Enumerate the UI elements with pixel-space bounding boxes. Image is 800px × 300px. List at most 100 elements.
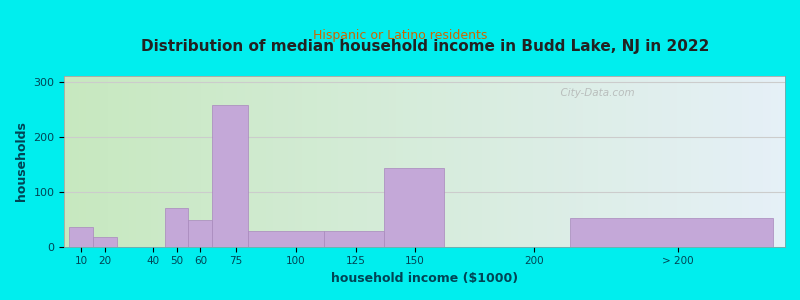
Bar	[187, 76, 194, 247]
Bar	[605, 76, 612, 247]
Bar	[79, 76, 86, 247]
Bar	[202, 76, 209, 247]
Bar	[626, 76, 634, 247]
Bar	[583, 76, 590, 247]
Bar	[310, 76, 317, 247]
Bar	[69, 227, 93, 247]
Bar	[446, 76, 454, 247]
Bar	[288, 76, 295, 247]
Bar	[338, 76, 346, 247]
Bar	[570, 218, 773, 247]
Bar	[418, 76, 425, 247]
Bar	[403, 76, 410, 247]
Bar	[554, 76, 562, 247]
Bar	[720, 76, 727, 247]
Bar	[144, 76, 151, 247]
Bar	[727, 76, 734, 247]
Bar	[252, 76, 259, 247]
Bar	[648, 76, 655, 247]
Bar	[248, 231, 325, 247]
Bar	[384, 168, 444, 247]
Bar	[410, 76, 418, 247]
Bar	[511, 76, 518, 247]
Bar	[576, 76, 583, 247]
Bar	[72, 76, 79, 247]
Y-axis label: households: households	[15, 122, 28, 201]
Bar	[619, 76, 626, 247]
Bar	[266, 76, 274, 247]
X-axis label: household income ($1000): household income ($1000)	[331, 272, 518, 285]
Bar	[763, 76, 770, 247]
Bar	[173, 76, 180, 247]
Title: Distribution of median household income in Budd Lake, NJ in 2022: Distribution of median household income …	[141, 39, 709, 54]
Bar	[684, 76, 691, 247]
Bar	[353, 76, 360, 247]
Bar	[93, 237, 117, 247]
Bar	[540, 76, 547, 247]
Bar	[360, 76, 367, 247]
Bar	[468, 76, 475, 247]
Bar	[677, 76, 684, 247]
Bar	[396, 76, 403, 247]
Bar	[86, 76, 94, 247]
Bar	[490, 76, 497, 247]
Bar	[274, 76, 281, 247]
Bar	[281, 76, 288, 247]
Bar	[212, 105, 248, 247]
Bar	[130, 76, 137, 247]
Bar	[238, 76, 245, 247]
Bar	[691, 76, 698, 247]
Bar	[382, 76, 389, 247]
Bar	[475, 76, 482, 247]
Bar	[612, 76, 619, 247]
Bar	[324, 76, 331, 247]
Bar	[454, 76, 461, 247]
Bar	[108, 76, 115, 247]
Bar	[194, 76, 202, 247]
Bar	[742, 76, 749, 247]
Bar	[101, 76, 108, 247]
Bar	[317, 76, 324, 247]
Bar	[778, 76, 785, 247]
Bar	[562, 76, 569, 247]
Bar	[662, 76, 670, 247]
Bar	[245, 76, 252, 247]
Bar	[259, 76, 266, 247]
Bar	[439, 76, 446, 247]
Text: Hispanic or Latino residents: Hispanic or Latino residents	[313, 29, 487, 43]
Text: City-Data.com: City-Data.com	[554, 88, 635, 98]
Bar	[209, 76, 216, 247]
Bar	[331, 76, 338, 247]
Bar	[482, 76, 490, 247]
Bar	[325, 231, 384, 247]
Bar	[158, 76, 166, 247]
Bar	[432, 76, 439, 247]
Bar	[216, 76, 223, 247]
Bar	[151, 76, 158, 247]
Bar	[713, 76, 720, 247]
Bar	[389, 76, 396, 247]
Bar	[189, 220, 212, 247]
Bar	[374, 76, 382, 247]
Bar	[749, 76, 756, 247]
Bar	[569, 76, 576, 247]
Bar	[770, 76, 778, 247]
Bar	[367, 76, 374, 247]
Bar	[497, 76, 504, 247]
Bar	[590, 76, 598, 247]
Bar	[223, 76, 230, 247]
Bar	[533, 76, 540, 247]
Bar	[425, 76, 432, 247]
Bar	[94, 76, 101, 247]
Bar	[180, 76, 187, 247]
Bar	[641, 76, 648, 247]
Bar	[598, 76, 605, 247]
Bar	[756, 76, 763, 247]
Bar	[518, 76, 526, 247]
Bar	[526, 76, 533, 247]
Bar	[137, 76, 144, 247]
Bar	[165, 208, 189, 247]
Bar	[295, 76, 302, 247]
Bar	[655, 76, 662, 247]
Bar	[634, 76, 641, 247]
